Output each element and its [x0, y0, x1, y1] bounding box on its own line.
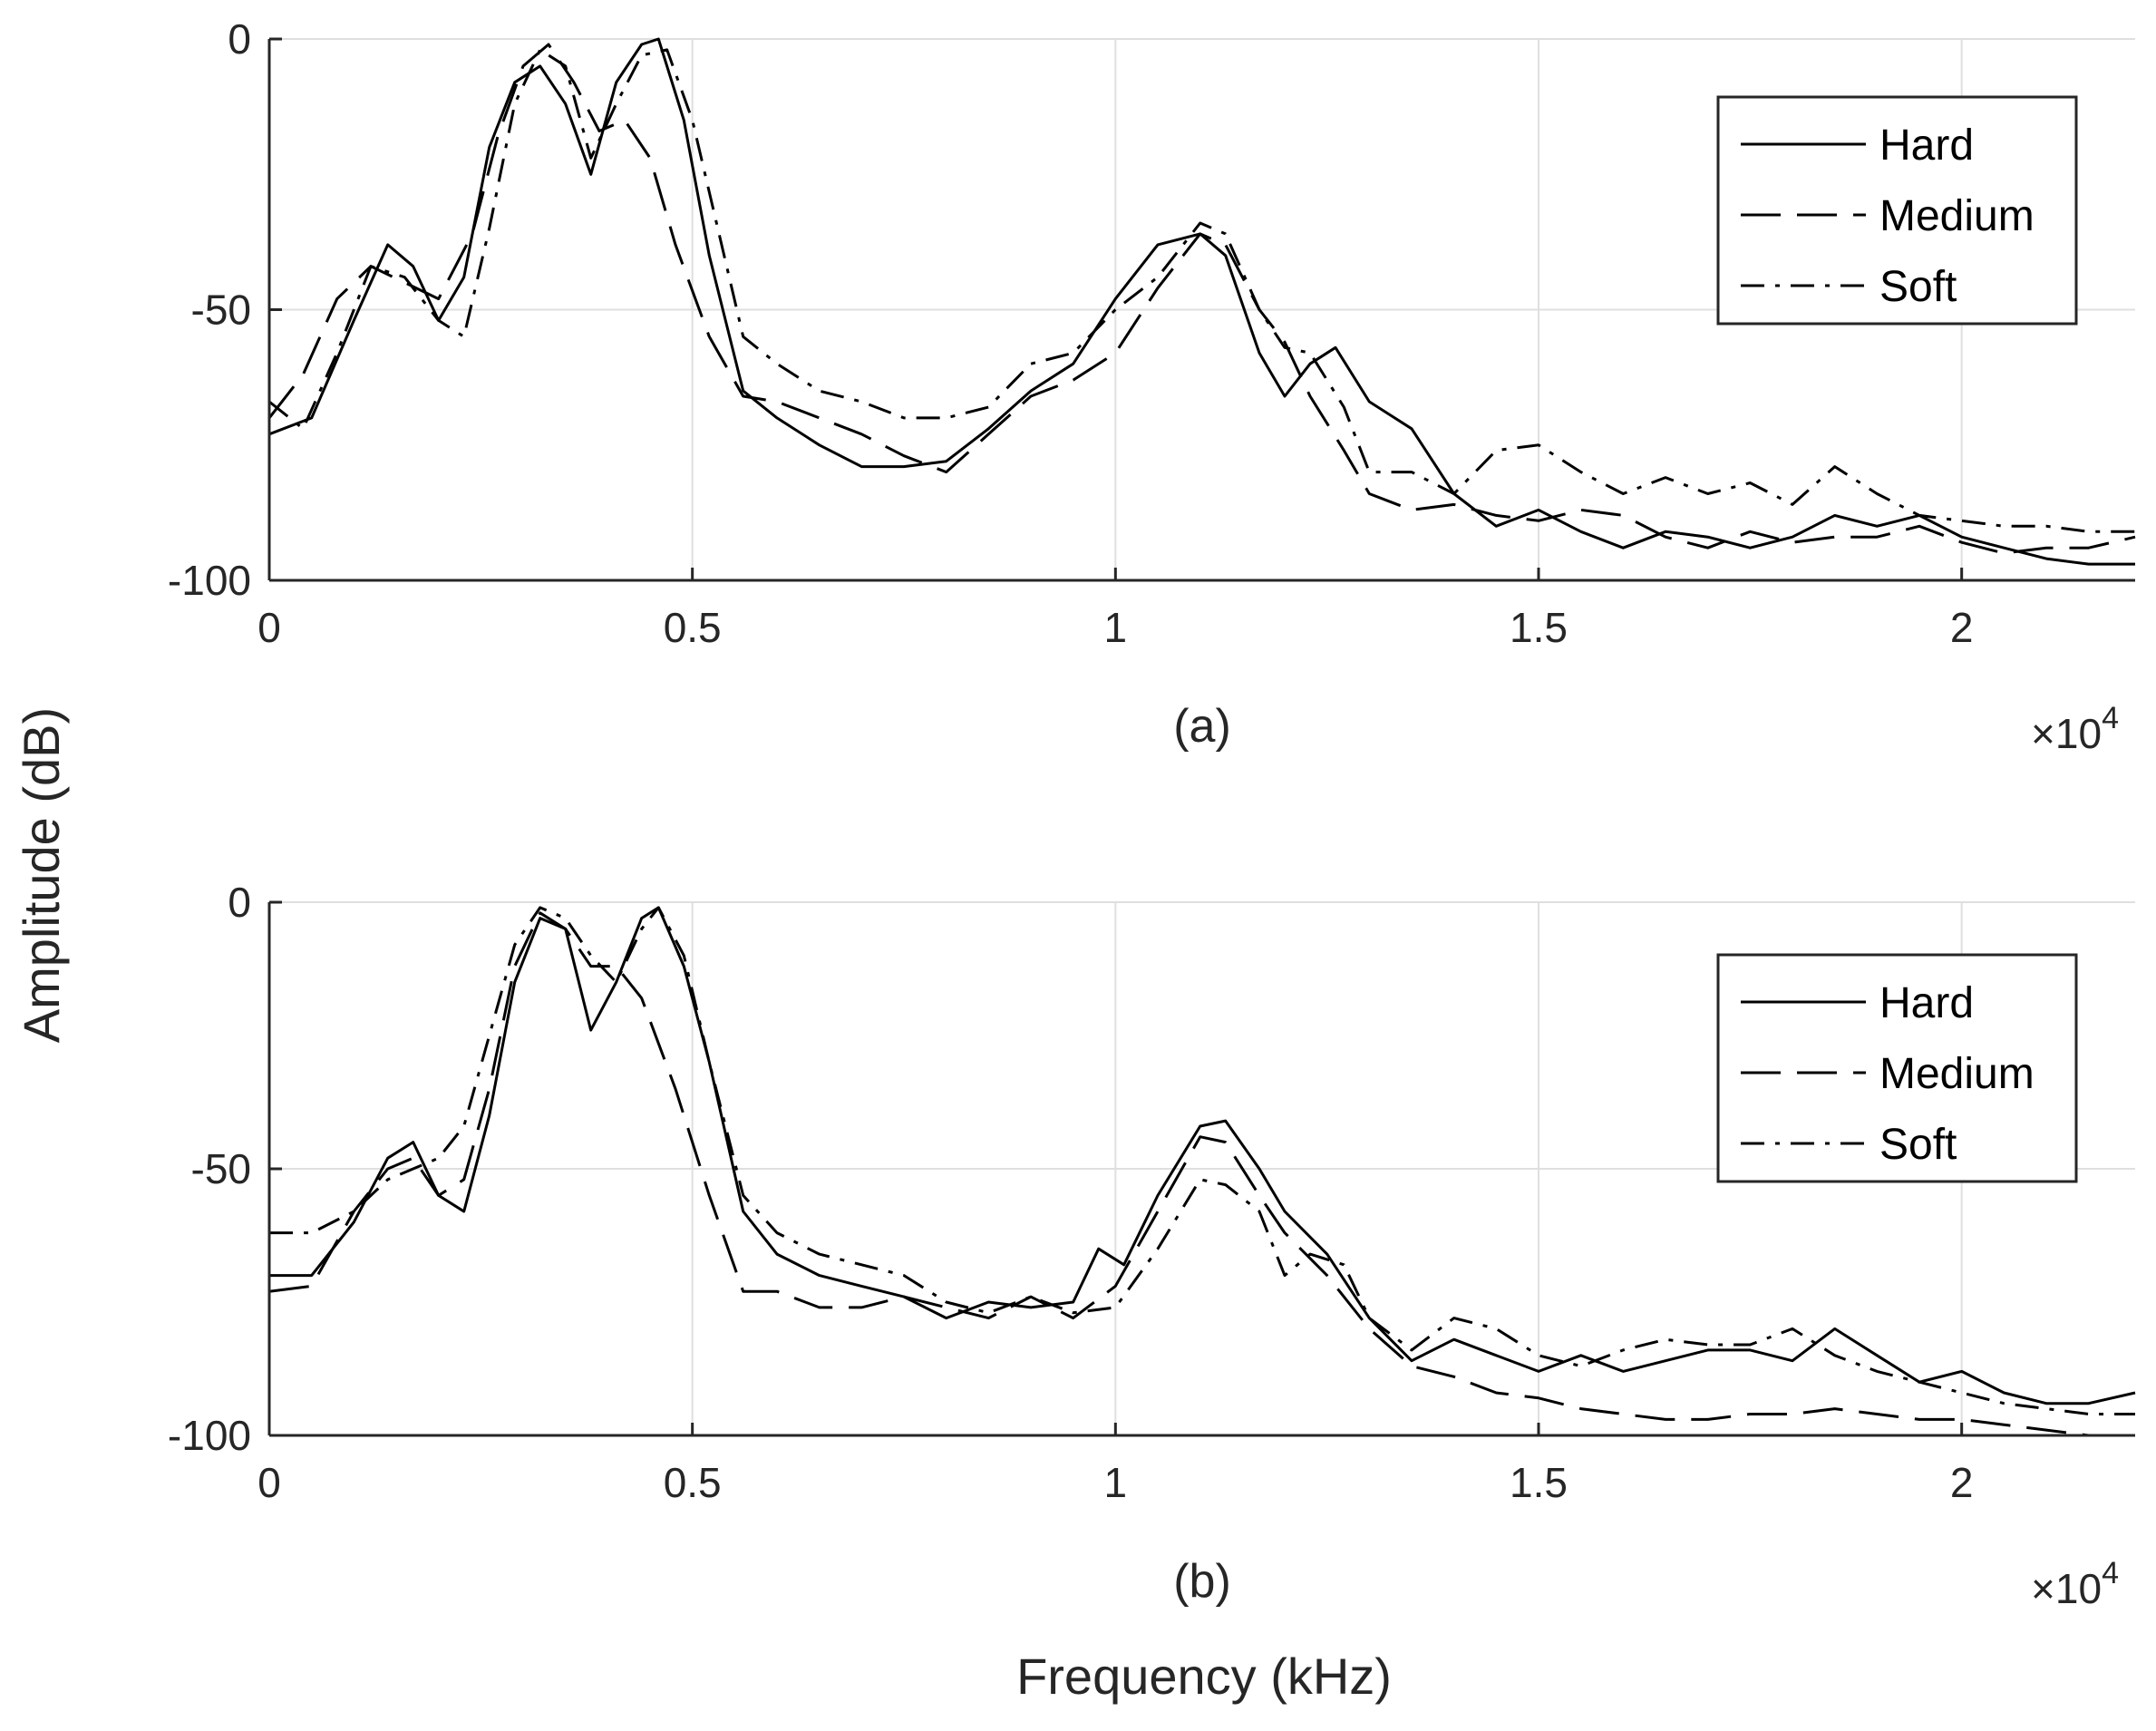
panel-1-legend-label-medium: Medium: [1879, 1050, 2035, 1098]
panel-1-x-tick-label: 0: [257, 1459, 281, 1506]
panel-1-x-tick-label: 0.5: [664, 1459, 722, 1506]
panel-0-y-tick-label: -50: [191, 287, 251, 334]
panel-0-x-tick-label: 0.5: [664, 604, 722, 651]
panel-1-x-tick-label: 1.5: [1510, 1459, 1568, 1506]
panel-0-y-tick-label: -100: [168, 557, 251, 604]
panel-1-y-tick-label: 0: [228, 879, 251, 926]
panel-0-series-hard: [268, 37, 2135, 566]
panel-1-x-tick-label: 2: [1950, 1459, 1974, 1506]
panel-1-caption: (b): [1173, 1555, 1231, 1608]
panel-1-x-exponent-label: ×104: [2031, 1556, 2119, 1612]
panel-1-series-soft: [269, 906, 2135, 1415]
panel-1-x-tick-label: 1: [1104, 1459, 1128, 1506]
panel-1-y-tick-label: -100: [168, 1412, 251, 1459]
panel-1-y-tick-label: -50: [191, 1145, 251, 1192]
panel-1-series-medium: [268, 911, 2135, 1437]
panel-1-legend-label-soft: Soft: [1879, 1121, 1957, 1169]
panel-1-legend-label-hard: Hard: [1879, 979, 1974, 1027]
panel-0-caption: (a): [1173, 700, 1231, 753]
y-axis-title: Amplitude (dB): [13, 707, 70, 1043]
panel-a: 0 0.5 1 1.5 2 0 -50 -100 ×104 (a) Hard Medium Soft: [168, 15, 2136, 757]
panel-0-legend-label-medium: Medium: [1879, 192, 2035, 240]
panel-1-series-hard: [269, 906, 2136, 1405]
panel-0-legend-label-hard: Hard: [1879, 122, 1974, 170]
panel-0-series-medium: [267, 43, 2136, 555]
panel-0-series-soft: [268, 48, 2135, 533]
panel-0-y-tick-label: 0: [228, 15, 251, 63]
panel-0-legend-label-soft: Soft: [1879, 263, 1957, 311]
panel-b: 0 0.5 1 1.5 2 0 -50 -100 ×104 (b) Hard Medium Soft: [168, 879, 2136, 1612]
panel-0-x-tick-label: 1: [1104, 604, 1128, 651]
panel-0-x-tick-label: 2: [1950, 604, 1974, 651]
panel-0-legend: Hard Medium Soft: [1716, 95, 2078, 326]
panel-0-x-tick-label: 0: [257, 604, 281, 651]
panel-0-x-tick-label: 1.5: [1510, 604, 1568, 651]
panel-1-legend: Hard Medium Soft: [1716, 953, 2078, 1183]
panel-0-x-exponent-label: ×104: [2031, 701, 2119, 757]
x-axis-title: Frequency (kHz): [1016, 1648, 1392, 1705]
